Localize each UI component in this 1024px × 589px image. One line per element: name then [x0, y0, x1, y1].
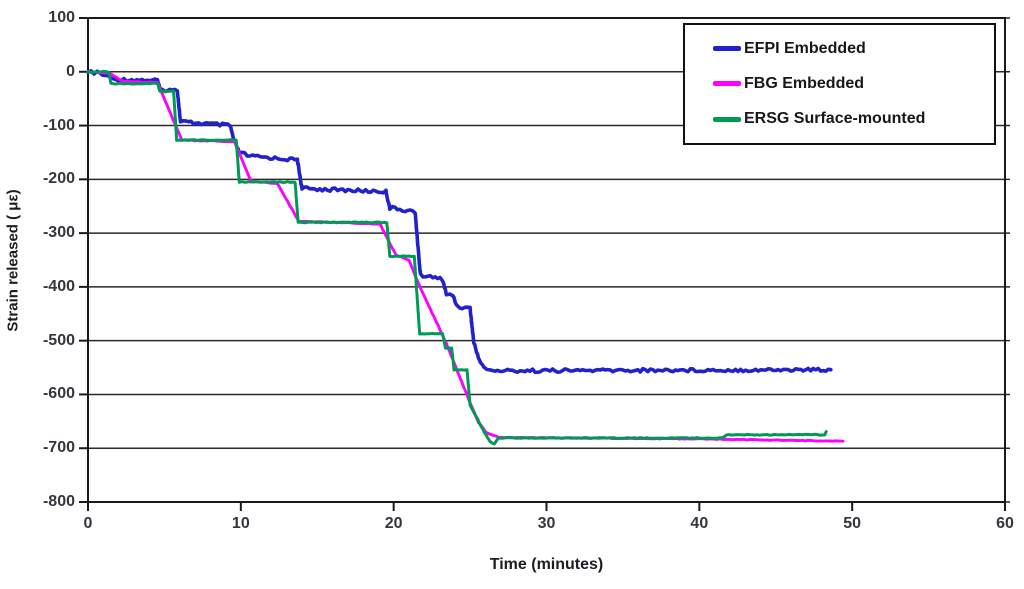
legend-label: ERSG Surface-mounted — [744, 110, 926, 128]
x-tick-label: 20 — [384, 515, 403, 532]
y-tick-label: 100 — [48, 9, 75, 26]
plot-border — [87, 17, 1006, 503]
legend-item-ersg-surface-mounted: ERSG Surface-mounted — [713, 110, 994, 128]
y-tick-label: -700 — [42, 439, 75, 457]
y-tick-label: -600 — [42, 385, 75, 403]
x-tick-label: 50 — [843, 515, 862, 532]
legend-label: EFPI Embedded — [744, 39, 866, 57]
y-tick-label: -200 — [42, 170, 75, 188]
efpi-line-swatch-icon — [713, 46, 741, 52]
y-tick-label: 0 — [66, 62, 75, 80]
y-tick-label: -300 — [42, 224, 75, 242]
series-line-efpi-embedded — [86, 69, 833, 375]
y-axis-title: Strain released ( με) — [4, 189, 22, 332]
fbg-line-swatch-icon — [713, 81, 741, 87]
y-tick-label: -500 — [42, 331, 75, 349]
legend-box: EFPI Embedded FBG Embedded ERSG Surface-… — [683, 23, 996, 145]
y-tick-label: -100 — [42, 116, 75, 134]
legend-label: FBG Embedded — [744, 74, 865, 92]
y-tick-label: -800 — [42, 493, 75, 510]
x-tick-label: 10 — [231, 515, 250, 532]
x-axis-title: Time (minutes) — [489, 556, 604, 573]
x-tick-label: 0 — [83, 515, 93, 532]
x-tick-label: 60 — [996, 515, 1014, 532]
legend-item-fbg-embedded: FBG Embedded — [713, 75, 994, 93]
ersg-line-swatch-icon — [713, 116, 741, 122]
x-tick-label: 30 — [537, 515, 556, 532]
legend-item-efpi-embedded: EFPI Embedded — [713, 40, 994, 58]
y-tick-label: -400 — [42, 277, 75, 295]
series-line-ersg-surface-mounted — [86, 69, 828, 446]
x-tick-label: 40 — [690, 515, 709, 532]
